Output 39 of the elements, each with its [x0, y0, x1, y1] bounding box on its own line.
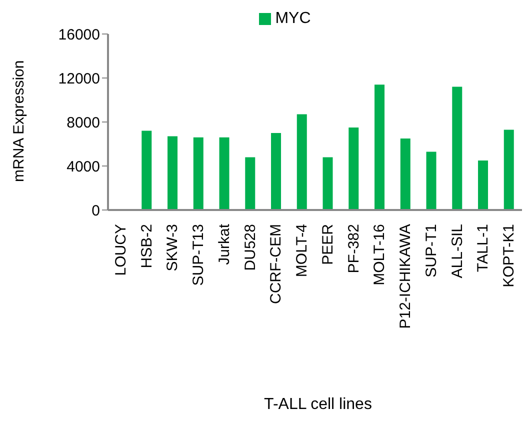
bar — [219, 137, 230, 210]
bar — [400, 138, 410, 210]
x-tick-label: SUP-T1 — [422, 224, 440, 278]
x-tick-label: CCRF-CEM — [268, 224, 285, 304]
y-tick-label: 16000 — [58, 26, 100, 44]
bar — [193, 137, 204, 210]
x-tick-label: PF-382 — [345, 224, 362, 274]
bar — [348, 128, 359, 210]
bar — [504, 130, 514, 210]
legend-label: MYC — [275, 10, 311, 27]
bar — [296, 114, 307, 210]
bar — [426, 152, 436, 210]
x-tick-label: DU528 — [242, 224, 259, 271]
x-tick-label: TALL-1 — [474, 224, 492, 272]
x-tick-label: LOUCY — [112, 224, 130, 276]
x-tick-label: MOLT-16 — [371, 224, 388, 286]
x-tick-label: SUP-T13 — [190, 224, 208, 286]
bar — [322, 157, 333, 210]
y-tick-label: 0 — [92, 202, 100, 220]
y-tick-label: 12000 — [58, 70, 100, 88]
x-tick-label: HSB-2 — [138, 224, 156, 268]
x-tick-label: SKW-3 — [164, 224, 182, 272]
x-tick-label: KOPT-K1 — [500, 224, 518, 288]
bar — [245, 157, 256, 210]
y-tick-label: 4000 — [66, 158, 100, 176]
x-tick-label: Jurkat — [216, 223, 233, 265]
x-axis-title: T-ALL cell lines — [263, 396, 373, 414]
x-tick-label: PEER — [319, 224, 336, 265]
y-axis-title: mRNA Expression — [10, 60, 28, 182]
x-tick-label: MOLT-4 — [294, 224, 311, 278]
bar — [478, 160, 488, 210]
x-tick-label: P12-ICHIKAWA — [397, 224, 414, 329]
bar — [271, 133, 282, 210]
bar — [374, 84, 385, 210]
x-tick-label: ALL-SIL — [448, 224, 466, 278]
bar — [452, 86, 462, 210]
bar — [168, 136, 178, 210]
bar — [142, 130, 152, 210]
y-tick-label: 8000 — [66, 114, 100, 132]
